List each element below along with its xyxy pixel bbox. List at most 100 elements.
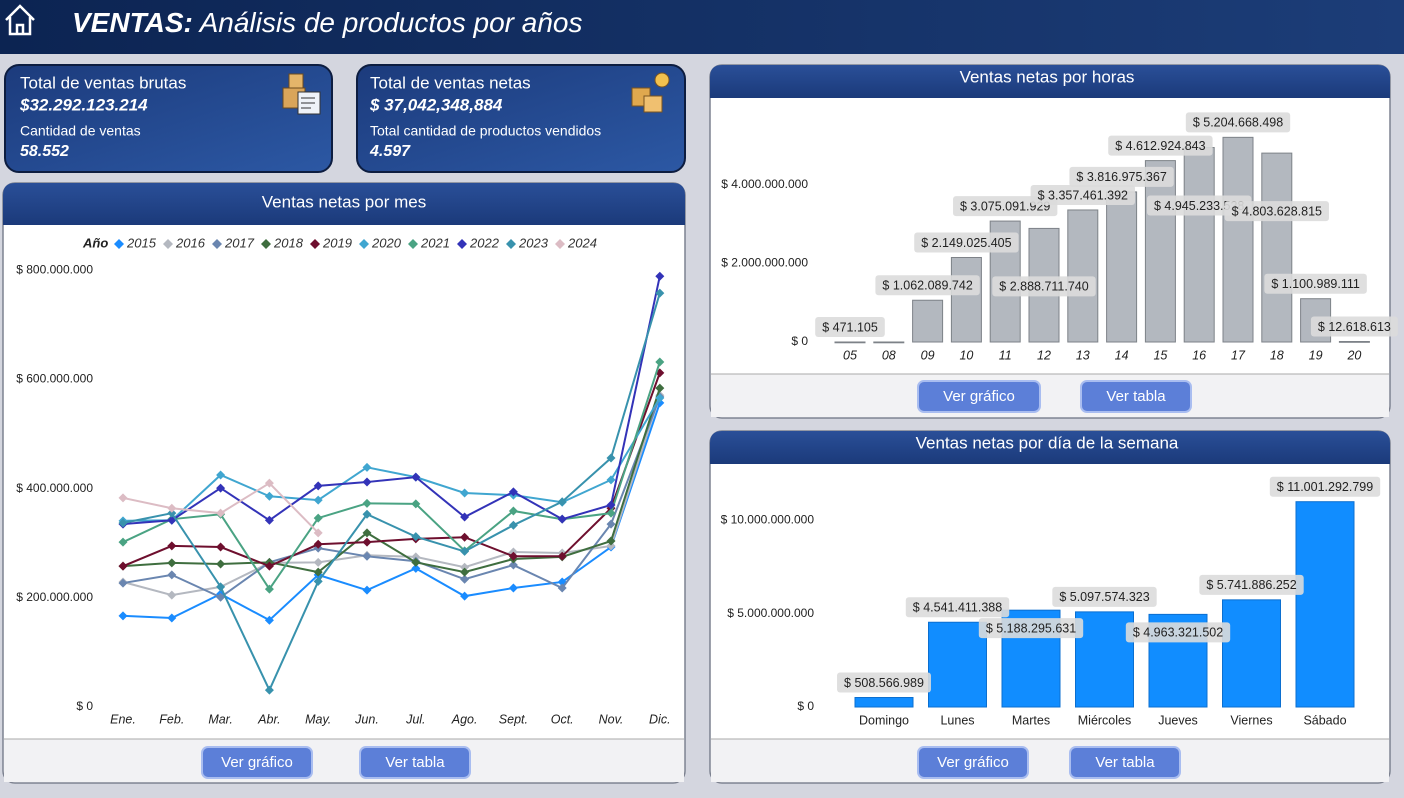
button-label[interactable]: Ver gráfico: [943, 388, 1015, 405]
value-label-bg: [992, 276, 1096, 297]
line-marker: [216, 508, 226, 518]
legend-marker: [359, 239, 369, 249]
value-label-bg: [1269, 476, 1381, 497]
value-label-bg: [1199, 574, 1304, 595]
panel-days: Ventas netas por día de la semana Ver gr…: [709, 430, 1391, 784]
y-tick-label: $ 0: [76, 699, 93, 713]
value-label-text: $ 4.803.628.815: [1232, 204, 1322, 218]
y-tick-label: $ 800.000.000: [16, 262, 93, 276]
bar: [1295, 501, 1355, 708]
line-marker: [655, 383, 665, 393]
legend-marker: [261, 239, 271, 249]
x-tick-label: 20: [1346, 348, 1361, 362]
button-label[interactable]: Ver tabla: [1106, 388, 1166, 405]
x-tick-label: Viernes: [1230, 713, 1272, 727]
line-marker: [411, 563, 421, 573]
line-marker: [411, 472, 421, 482]
x-tick-label: Martes: [1012, 713, 1050, 727]
value-label-bg: [1125, 622, 1231, 643]
value-label: $ 3.357.461.392: [1030, 184, 1135, 205]
line-marker: [508, 583, 518, 593]
line-marker: [264, 561, 274, 571]
line-marker: [313, 495, 323, 505]
line-marker: [460, 562, 470, 572]
value-label-text: $ 3.816.975.367: [1076, 170, 1166, 184]
x-tick-label: 18: [1270, 348, 1284, 362]
bar: [950, 256, 982, 343]
button[interactable]: [917, 380, 1041, 413]
value-label: $ 5.204.668.498: [1185, 112, 1291, 133]
button-label[interactable]: Ver tabla: [1095, 754, 1155, 771]
line-marker: [460, 567, 470, 577]
legend-marker: [555, 239, 565, 249]
home-icon[interactable]: [5, 4, 35, 36]
bar: [1144, 160, 1176, 343]
button-label[interactable]: Ver gráfico: [221, 754, 293, 771]
value-label-bg: [815, 316, 885, 337]
x-tick-label: 13: [1076, 348, 1090, 362]
kpi-sub-label: Total cantidad de productos vendidos: [370, 123, 601, 139]
button[interactable]: [201, 746, 313, 779]
line-marker: [362, 509, 372, 519]
line-marker: [362, 528, 372, 538]
value-label-text: $ 11.001.292.799: [1277, 480, 1373, 494]
x-tick-label: 10: [959, 348, 973, 362]
button[interactable]: [1069, 746, 1181, 779]
value-label-text: $ 4.963.321.502: [1133, 626, 1223, 640]
value-label: $ 5.097.574.323: [1052, 586, 1157, 607]
x-tick-label: Jul.: [405, 712, 425, 726]
button-label[interactable]: Ver gráfico: [937, 754, 1009, 771]
line-marker: [362, 585, 372, 595]
button[interactable]: [1080, 380, 1192, 413]
bar: [1338, 341, 1370, 343]
legend-title: Año: [82, 235, 108, 250]
value-label: $ 2.888.711.740: [992, 276, 1096, 297]
value-label: $ 4.541.411.388: [905, 597, 1010, 618]
panel-title: Ventas netas por horas: [960, 67, 1135, 86]
value-label-text: $ 4.612.924.843: [1115, 139, 1205, 153]
kpi-sub-label: Cantidad de ventas: [20, 123, 141, 139]
button[interactable]: [359, 746, 471, 779]
legend-marker: [457, 239, 467, 249]
value-label-bg: [1030, 184, 1135, 205]
line-series: [122, 276, 661, 526]
button[interactable]: [917, 746, 1029, 779]
line-marker: [313, 513, 323, 523]
x-tick-label: May.: [305, 712, 331, 726]
value-label: $ 4.612.924.843: [1108, 135, 1213, 156]
legend-label: 2023: [518, 235, 549, 250]
bar: [1261, 152, 1293, 343]
line-marker: [313, 539, 323, 549]
value-label-bg: [914, 232, 1019, 253]
line-marker: [264, 685, 274, 695]
y-tick-label: $ 5.000.000.000: [727, 606, 814, 620]
line-marker: [118, 518, 128, 528]
kpi-card: [4, 64, 333, 173]
line-marker: [362, 551, 372, 561]
line-marker: [118, 611, 128, 621]
legend-label: 2024: [567, 235, 597, 250]
y-tick-label: $ 600.000.000: [16, 372, 93, 386]
line-marker: [557, 583, 567, 593]
value-label-text: $ 5.204.668.498: [1193, 116, 1283, 130]
legend-label: 2020: [371, 235, 402, 250]
line-marker: [606, 453, 616, 463]
line-marker: [606, 508, 616, 518]
x-tick-label: 14: [1115, 348, 1129, 362]
line-marker: [264, 615, 274, 625]
value-label: $ 1.062.089.742: [875, 275, 980, 296]
line-marker: [118, 537, 128, 547]
button-label[interactable]: Ver tabla: [385, 754, 445, 771]
value-label-bg: [1185, 112, 1291, 133]
line-marker: [118, 578, 128, 588]
x-tick-label: 17: [1231, 348, 1246, 362]
value-label-bg: [1264, 273, 1367, 294]
bar: [928, 621, 987, 708]
legend-label: 2017: [224, 235, 255, 250]
line-marker: [606, 500, 616, 510]
line-marker: [606, 536, 616, 546]
value-label: $ 3.816.975.367: [1069, 166, 1174, 187]
x-tick-label: 08: [882, 348, 896, 362]
